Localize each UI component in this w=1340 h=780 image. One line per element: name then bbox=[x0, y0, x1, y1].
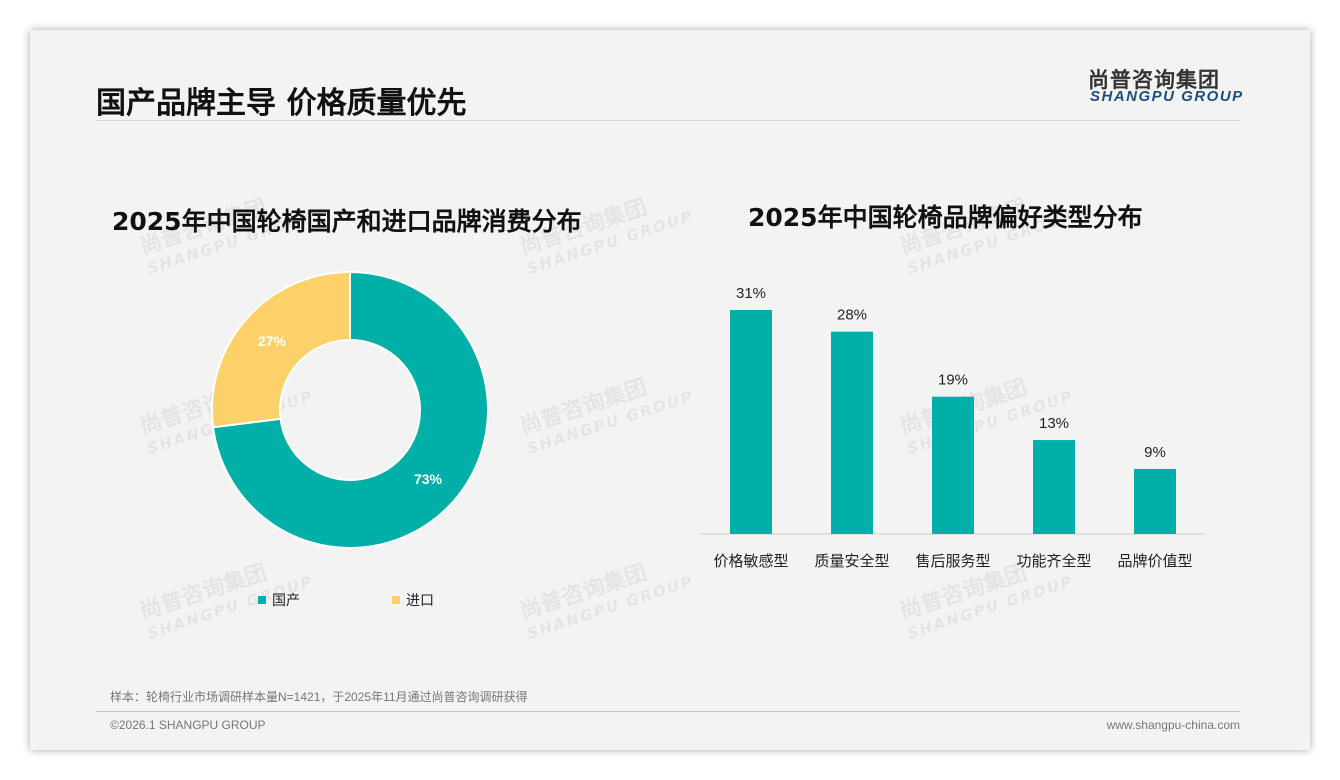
bar-4 bbox=[1134, 468, 1176, 534]
bar-value-label: 13% bbox=[1039, 415, 1069, 432]
donut-chart: 73% 27% 31% 价格敏感型 28% 质量安全型 19% 售后服务型 13% 功能齐全型 9%… bbox=[211, 270, 1205, 570]
legend-swatch bbox=[392, 596, 400, 604]
logo-text-en: SHANGPU GROUP bbox=[1090, 88, 1244, 105]
legend-label: 国产 bbox=[272, 592, 300, 608]
bar-3 bbox=[1033, 440, 1075, 534]
bar-value-label: 9% bbox=[1144, 444, 1166, 461]
bar-value-label: 28% bbox=[837, 307, 867, 324]
legend-item-import: 进口 bbox=[392, 590, 434, 610]
donut-chart-title: 2025年中国轮椅国产和进口品牌消费分布 bbox=[112, 207, 582, 236]
footer-divider bbox=[96, 711, 1240, 712]
legend-item-domestic: 国产 bbox=[258, 590, 300, 610]
donut-label: 27% bbox=[258, 333, 287, 349]
legend-swatch bbox=[258, 596, 266, 604]
bar-value-label: 19% bbox=[938, 372, 968, 389]
category-label: 功能齐全型 bbox=[1016, 552, 1091, 570]
page-title: 国产品牌主导 价格质量优先 bbox=[96, 86, 467, 121]
donut-label: 73% bbox=[414, 471, 443, 487]
website-url: www.shangpu-china.com bbox=[1106, 718, 1240, 732]
category-label: 价格敏感型 bbox=[713, 552, 788, 570]
category-label: 质量安全型 bbox=[814, 552, 889, 570]
bar-value-label: 31% bbox=[736, 285, 766, 302]
bar-1 bbox=[831, 331, 873, 534]
donut-slice-0 bbox=[211, 270, 489, 549]
donut-slice-1 bbox=[211, 270, 351, 429]
category-label: 品牌价值型 bbox=[1117, 552, 1192, 570]
slide: 国产品牌主导 价格质量优先 尚普咨询集团 SHANGPU GROUP 尚普咨询集… bbox=[30, 30, 1310, 750]
copyright: ©2026.1 SHANGPU GROUP bbox=[110, 718, 266, 732]
sample-note: 样本：轮椅行业市场调研样本量N=1421，于2025年11月通过尚普咨询调研获得 bbox=[110, 690, 528, 704]
bar-chart-title: 2025年中国轮椅品牌偏好类型分布 bbox=[748, 203, 1143, 232]
bar-2 bbox=[932, 396, 974, 534]
header-divider bbox=[96, 120, 1240, 121]
logo-text-cn: 尚普咨询集团 bbox=[1088, 68, 1220, 92]
legend-label: 进口 bbox=[406, 592, 434, 608]
bar-0 bbox=[730, 310, 772, 534]
category-label: 售后服务型 bbox=[915, 552, 990, 570]
